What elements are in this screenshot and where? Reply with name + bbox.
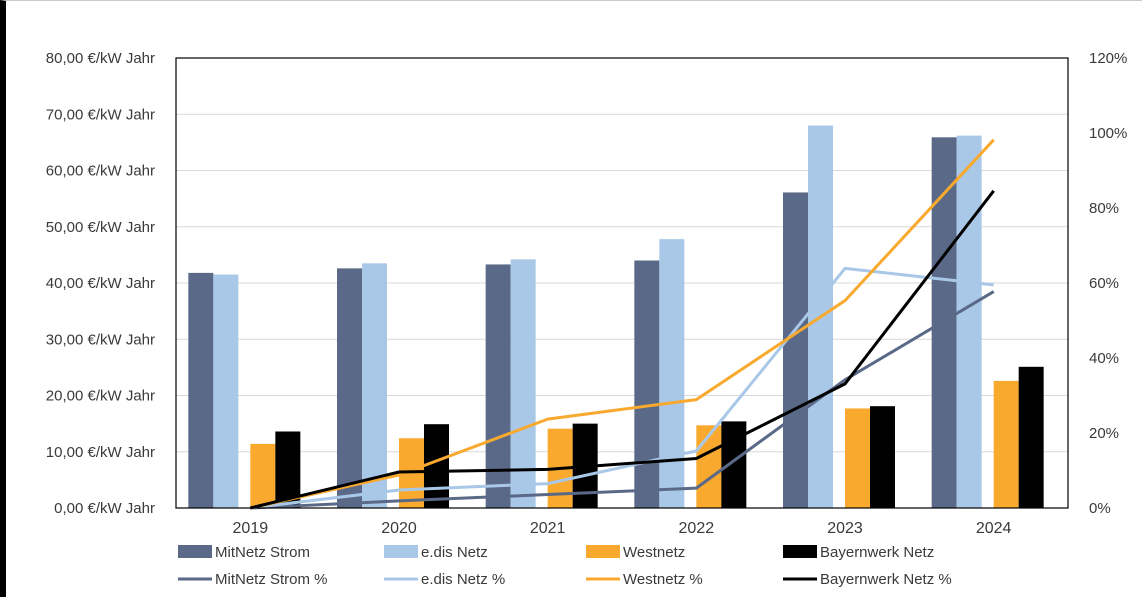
- lines: [249, 138, 995, 510]
- left-tick-label: 60,00 €/kW Jahr: [46, 163, 155, 180]
- left-tick-label: 50,00 €/kW Jahr: [46, 219, 155, 236]
- bar: [250, 443, 276, 508]
- bar: [188, 272, 214, 508]
- legend-swatch: [384, 545, 418, 558]
- bar: [634, 260, 660, 508]
- bar: [783, 192, 808, 508]
- right-tick-label: 80%: [1089, 200, 1119, 217]
- left-tick-label: 0,00 €/kW Jahr: [54, 500, 155, 517]
- series-line: [250, 290, 995, 510]
- bar: [870, 406, 895, 508]
- bar: [845, 408, 870, 508]
- bar: [1018, 366, 1044, 508]
- legend-label: MitNetz Strom: [215, 544, 310, 561]
- legend-label: Bayernwerk Netz %: [820, 571, 952, 588]
- left-tick-label: 30,00 €/kW Jahr: [46, 331, 155, 348]
- legend-label: e.dis Netz %: [421, 571, 505, 588]
- x-tick-label: 2020: [381, 520, 417, 537]
- x-tick-label: 2024: [976, 520, 1012, 537]
- x-tick-label: 2021: [530, 520, 566, 537]
- legend-label: MitNetz Strom %: [215, 571, 328, 588]
- left-axis-ticks: 0,00 €/kW Jahr 10,00 €/kW Jahr 20,00 €/kW …: [46, 50, 155, 517]
- legend-swatch: [586, 545, 620, 558]
- right-axis-ticks: 0% 20% 40% 60% 80% 100% 120%: [1089, 50, 1127, 517]
- legend-swatch: [783, 545, 817, 558]
- plot-area-border: [175, 57, 1069, 509]
- series-line: [250, 266, 994, 510]
- series-line: [249, 138, 995, 510]
- right-tick-label: 60%: [1089, 275, 1119, 292]
- right-tick-label: 120%: [1089, 50, 1127, 67]
- x-tick-label: 2019: [233, 520, 269, 537]
- bar: [275, 431, 301, 508]
- right-tick-label: 20%: [1089, 425, 1119, 442]
- left-tick-label: 70,00 €/kW Jahr: [46, 106, 155, 123]
- bar: [696, 425, 722, 508]
- bar: [362, 263, 387, 508]
- left-tick-label: 40,00 €/kW Jahr: [46, 275, 155, 292]
- bar: [993, 380, 1019, 508]
- legend-label: Westnetz: [623, 544, 685, 561]
- right-tick-label: 40%: [1089, 350, 1119, 367]
- bars: [188, 125, 1044, 508]
- bar: [956, 135, 982, 508]
- x-axis-ticks: 2019 2020 2021 2022 2023 2024: [233, 520, 1012, 537]
- legend-label: Bayernwerk Netz: [820, 544, 934, 561]
- bar: [337, 268, 362, 508]
- bar: [510, 259, 536, 508]
- x-tick-label: 2022: [679, 520, 715, 537]
- legend-label: Westnetz %: [623, 571, 703, 588]
- right-tick-label: 0%: [1089, 500, 1111, 517]
- gridlines: [176, 113, 1068, 453]
- legend: MitNetz Strom e.dis Netz Westnetz Bayernwer…: [178, 544, 952, 588]
- left-tick-label: 10,00 €/kW Jahr: [46, 444, 155, 461]
- x-tick-label: 2023: [827, 520, 863, 537]
- bar: [213, 274, 239, 508]
- series-line: [249, 189, 995, 510]
- legend-swatch: [178, 545, 212, 558]
- bar: [659, 239, 685, 508]
- left-tick-label: 80,00 €/kW Jahr: [46, 50, 155, 67]
- bar: [424, 424, 449, 508]
- chart: 0,00 €/kW Jahr 10,00 €/kW Jahr 20,00 €/kW …: [46, 50, 1128, 588]
- right-tick-label: 100%: [1089, 125, 1127, 142]
- left-tick-label: 20,00 €/kW Jahr: [46, 388, 155, 405]
- legend-label: e.dis Netz: [421, 544, 488, 561]
- bar: [485, 264, 511, 508]
